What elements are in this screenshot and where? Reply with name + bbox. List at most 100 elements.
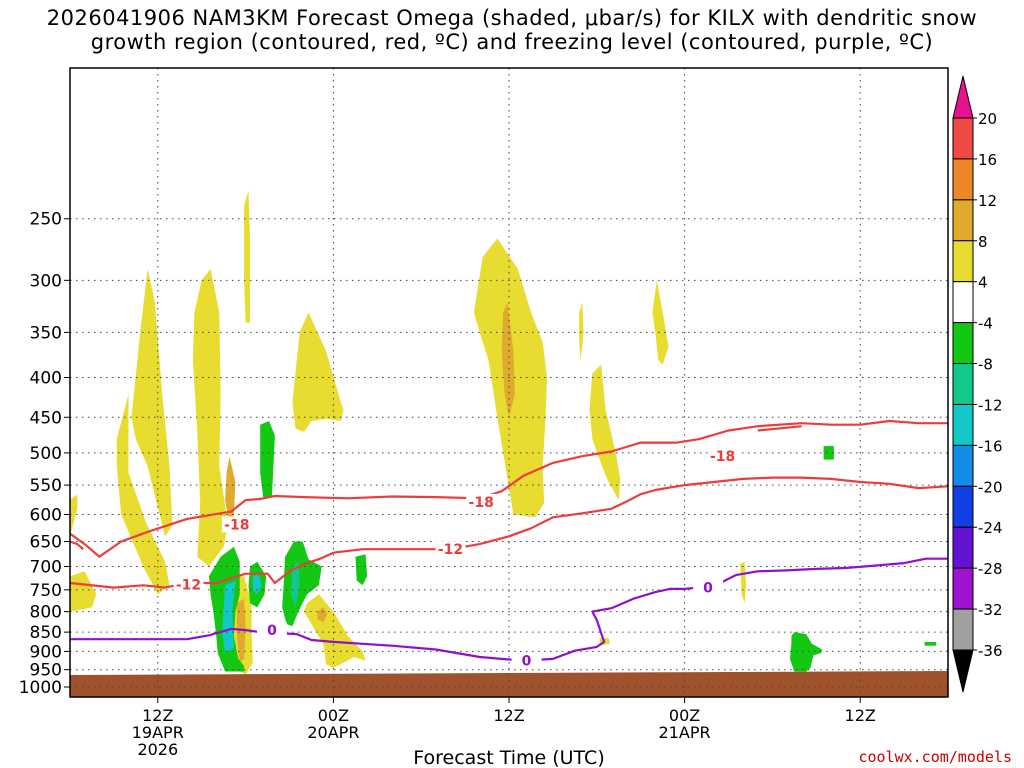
x-tick-label-1-1: 20APR bbox=[307, 723, 359, 742]
credit-link[interactable]: coolwx.com/models bbox=[858, 748, 1012, 766]
contour-label-4-0: 0 bbox=[267, 623, 277, 639]
omega-region-18 bbox=[740, 561, 747, 604]
omega-region-13 bbox=[501, 302, 515, 418]
colorbar-label-13: -36 bbox=[978, 642, 1003, 660]
y-tick-label-600: 600 bbox=[30, 505, 62, 525]
colorbar-bin-5 bbox=[952, 281, 974, 324]
omega-region-5 bbox=[225, 456, 236, 526]
y-tick-label-450: 450 bbox=[30, 408, 62, 428]
y-tick-label-400: 400 bbox=[30, 369, 62, 389]
colorbar-bin-6 bbox=[952, 322, 974, 365]
contour-line-4 bbox=[70, 557, 948, 662]
contour-label-bg-0-1 bbox=[466, 493, 497, 510]
contour-label-bg-3-1 bbox=[435, 541, 466, 558]
omega-region-2 bbox=[116, 394, 170, 595]
colorbar-label-3: 8 bbox=[978, 233, 988, 251]
contour-label-bg-3-0 bbox=[173, 576, 204, 593]
contour-label-0-2: -18 bbox=[710, 449, 735, 465]
colorbar-bin-11 bbox=[952, 526, 974, 569]
omega-region-10 bbox=[304, 594, 366, 668]
chart-title-line1: 2026041906 NAM3KM Forecast Omega (shaded… bbox=[46, 6, 978, 30]
y-tick-label-250: 250 bbox=[30, 210, 62, 230]
contour-label-3-1: -12 bbox=[438, 542, 463, 558]
omega-region-21 bbox=[222, 580, 236, 654]
omega-region-6 bbox=[244, 190, 250, 323]
omega-region-11 bbox=[317, 607, 328, 622]
omega-region-27 bbox=[790, 632, 823, 672]
y-tick-label-900: 900 bbox=[30, 642, 62, 662]
colorbar-bin-10 bbox=[952, 485, 974, 528]
colorbar-label-8: -16 bbox=[978, 437, 1003, 455]
y-tick-label-1000: 1000 bbox=[19, 678, 62, 698]
contour-line-0 bbox=[69, 419, 948, 558]
omega-region-14 bbox=[579, 302, 584, 361]
contour-line-2 bbox=[757, 425, 802, 432]
x-tick-label-0-0: 12Z bbox=[142, 706, 173, 725]
y-tick-label-800: 800 bbox=[30, 603, 62, 623]
y-tick-label-300: 300 bbox=[30, 271, 62, 291]
chart-title-line2: growth region (contoured, red, ºC) and f… bbox=[90, 30, 934, 54]
colorbar-bin-3 bbox=[952, 199, 974, 242]
colorbar-bin-1 bbox=[952, 117, 974, 160]
omega-region-26 bbox=[355, 554, 368, 586]
colorbar-top-arrow bbox=[952, 75, 974, 119]
contour-line-1 bbox=[69, 540, 84, 551]
contour-label-0-1: -18 bbox=[469, 495, 494, 511]
x-tick-label-3-0: 00Z bbox=[669, 706, 700, 725]
colorbar-label-1: 16 bbox=[978, 151, 997, 169]
colorbar-bottom-arrow bbox=[952, 649, 974, 693]
contour-label-bg-0-0 bbox=[221, 516, 252, 533]
y-tick-label-850: 850 bbox=[30, 623, 62, 643]
colorbar-label-0: 20 bbox=[978, 110, 997, 128]
plot-frame bbox=[69, 67, 949, 698]
omega-region-15 bbox=[589, 364, 621, 501]
colorbar-label-10: -24 bbox=[978, 519, 1003, 537]
x-tick-label-4-0: 12Z bbox=[845, 706, 876, 725]
contour-label-bg-4-2 bbox=[693, 579, 724, 596]
omega-region-16 bbox=[652, 280, 669, 365]
colorbar-label-11: -28 bbox=[978, 560, 1003, 578]
colorbar-label-7: -12 bbox=[978, 396, 1003, 414]
y-tick-label-550: 550 bbox=[30, 476, 62, 496]
contour-label-4-2: 0 bbox=[703, 581, 713, 597]
contour-line-3 bbox=[69, 476, 949, 589]
omega-region-0 bbox=[70, 494, 78, 537]
y-tick-label-650: 650 bbox=[30, 533, 62, 553]
contour-label-4-1: 0 bbox=[522, 654, 532, 670]
x-tick-label-2-0: 12Z bbox=[493, 706, 524, 725]
colorbar-bin-12 bbox=[952, 567, 974, 610]
chart-title: 2026041906 NAM3KM Forecast Omega (shaded… bbox=[0, 6, 1024, 54]
colorbar-bin-4 bbox=[952, 240, 974, 283]
colorbar-label-4: 4 bbox=[978, 274, 988, 292]
omega-region-4 bbox=[192, 268, 228, 567]
terrain-fill bbox=[70, 671, 948, 697]
x-axis-title: Forecast Time (UTC) bbox=[413, 747, 604, 768]
colorbar-bin-13 bbox=[952, 608, 974, 651]
colorbar-label-5: -4 bbox=[978, 315, 993, 333]
contour-label-bg-4-0 bbox=[256, 622, 287, 639]
omega-region-25 bbox=[291, 561, 300, 608]
omega-region-29 bbox=[924, 641, 937, 646]
omega-region-23 bbox=[252, 573, 262, 595]
colorbar-bin-8 bbox=[952, 403, 974, 446]
omega-region-28 bbox=[823, 446, 834, 460]
contour-label-0-0: -18 bbox=[224, 517, 249, 533]
y-tick-label-950: 950 bbox=[30, 661, 62, 681]
colorbar-bin-9 bbox=[952, 444, 974, 487]
colorbar-label-12: -32 bbox=[978, 601, 1003, 619]
y-tick-label-700: 700 bbox=[30, 558, 62, 578]
x-tick-label-0-1: 19APR bbox=[132, 723, 184, 742]
omega-region-3 bbox=[131, 268, 173, 537]
x-tick-label-0-2: 2026 bbox=[137, 740, 178, 759]
colorbar-bin-7 bbox=[952, 363, 974, 405]
omega-region-7 bbox=[292, 312, 344, 432]
y-tick-label-750: 750 bbox=[30, 581, 62, 601]
x-tick-label-1-0: 00Z bbox=[318, 706, 349, 725]
colorbar-bin-2 bbox=[952, 158, 974, 201]
contour-label-3-0: -12 bbox=[176, 577, 201, 593]
contour-label-bg-4-1 bbox=[511, 652, 542, 669]
colorbar-label-9: -20 bbox=[978, 478, 1003, 496]
colorbar-label-2: 12 bbox=[978, 192, 997, 210]
y-tick-label-350: 350 bbox=[30, 323, 62, 343]
